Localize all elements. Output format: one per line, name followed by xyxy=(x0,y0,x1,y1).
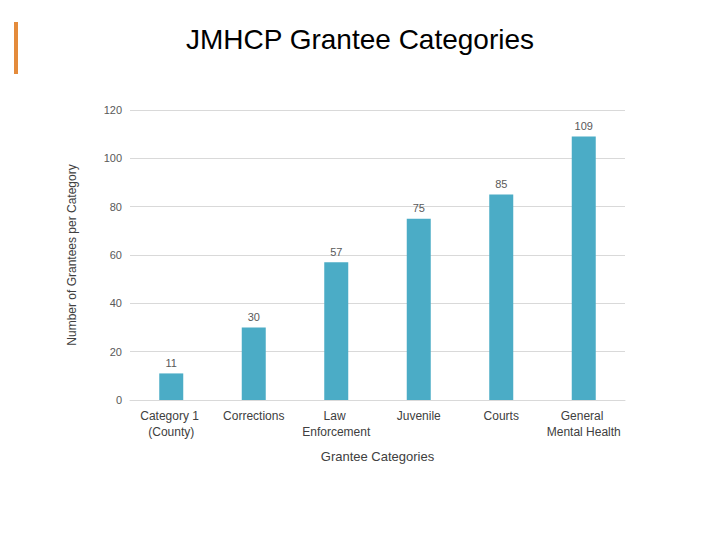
svg-text:Juvenile: Juvenile xyxy=(397,409,441,423)
svg-text:0: 0 xyxy=(116,394,122,406)
svg-text:75: 75 xyxy=(413,202,425,214)
svg-text:60: 60 xyxy=(110,249,122,261)
svg-text:Law: Law xyxy=(324,409,349,423)
svg-text:Grantee Categories: Grantee Categories xyxy=(321,449,435,464)
svg-text:40: 40 xyxy=(110,297,122,309)
svg-text:30: 30 xyxy=(248,311,260,323)
svg-text:20: 20 xyxy=(110,346,122,358)
svg-text:100: 100 xyxy=(104,152,122,164)
svg-text:Courts: Courts xyxy=(484,409,519,423)
svg-text:Enforcement: Enforcement xyxy=(302,425,371,439)
svg-text:Corrections: Corrections xyxy=(223,409,284,423)
svg-text:85: 85 xyxy=(495,178,507,190)
svg-text:57: 57 xyxy=(330,246,342,258)
svg-text:120: 120 xyxy=(104,104,122,116)
svg-text:(County): (County) xyxy=(148,425,194,439)
svg-text:109: 109 xyxy=(575,120,593,132)
svg-text:Category 1: Category 1 xyxy=(140,409,202,423)
svg-text:11: 11 xyxy=(166,357,177,369)
svg-text:General: General xyxy=(561,409,607,423)
svg-text:Mental Health: Mental Health xyxy=(547,425,621,439)
svg-text:JMHCP Grantee Categories: JMHCP Grantee Categories xyxy=(186,24,534,55)
svg-text:Number of Grantees per Categor: Number of Grantees per Category xyxy=(65,164,79,345)
svg-text:80: 80 xyxy=(110,201,122,213)
